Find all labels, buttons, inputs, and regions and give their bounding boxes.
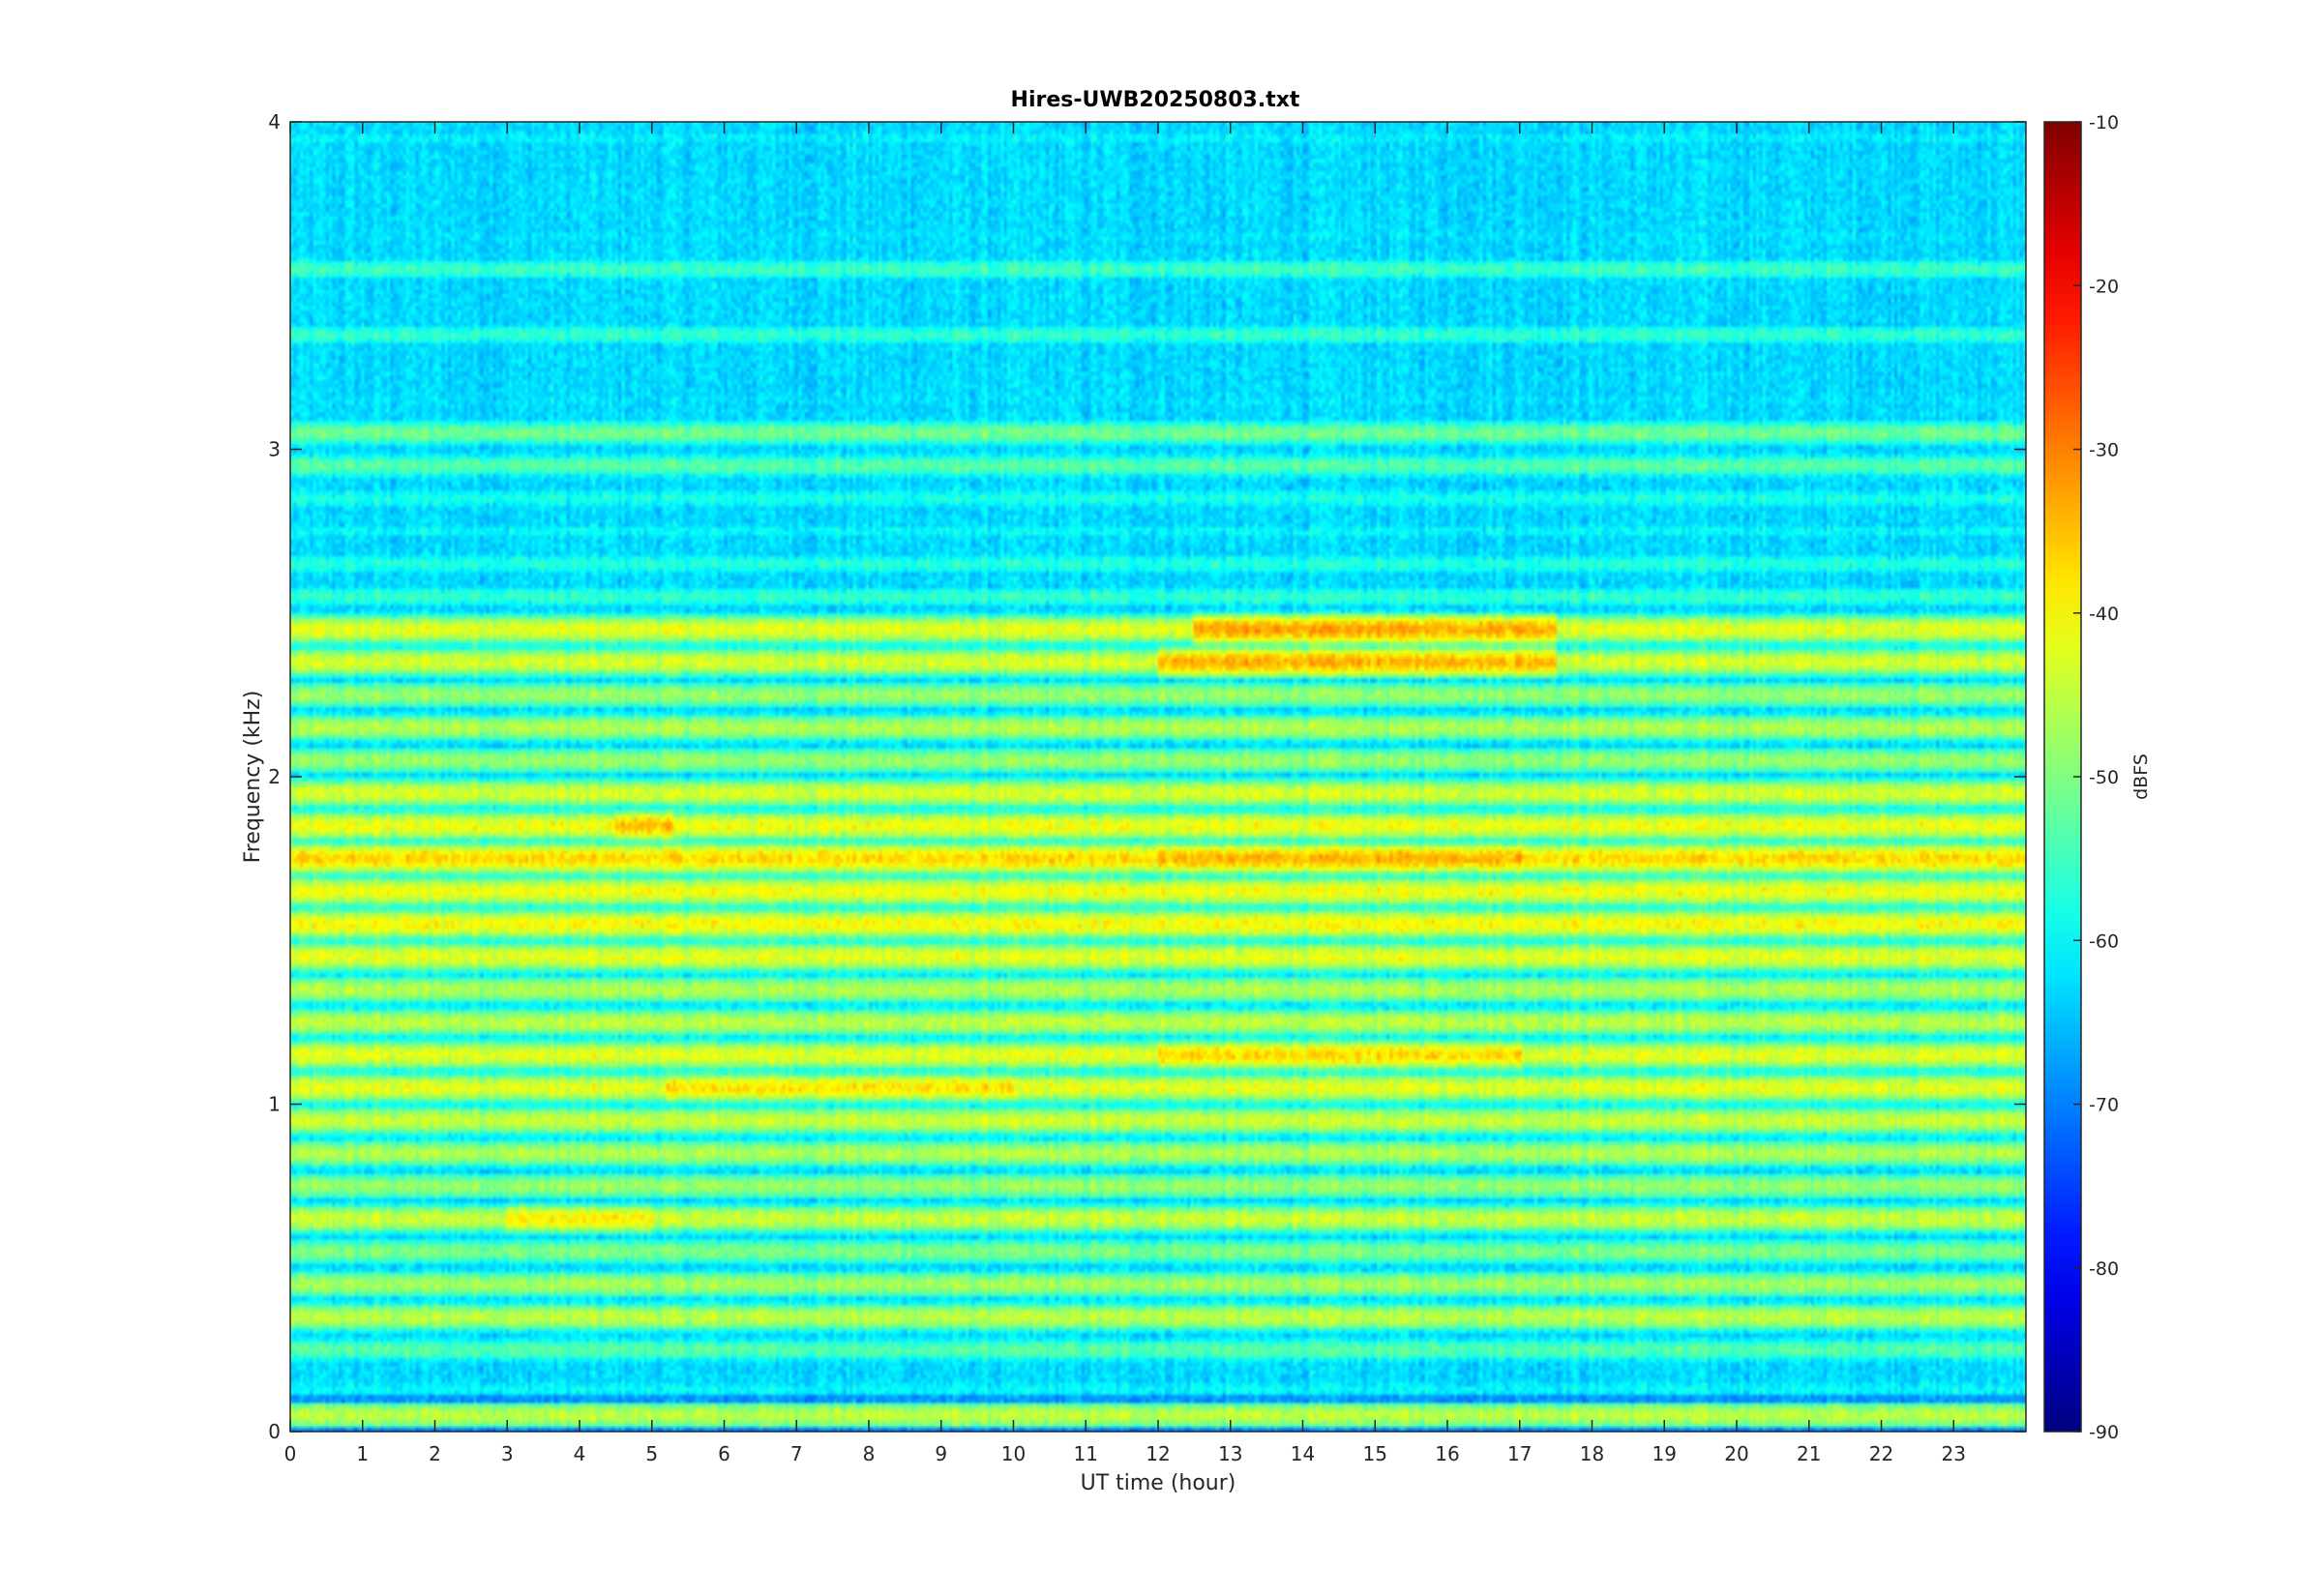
y-axis-label: Frequency (kHz): [241, 691, 265, 864]
x-tick-label: 3: [501, 1442, 514, 1465]
x-tick-label: 20: [1724, 1442, 1748, 1465]
x-tick-label: 4: [574, 1442, 586, 1465]
x-axis: 0 1 2 3 4 5 6 7 8 9 10 11 12 13 14 15 16 17 18 19 20 21 22 23: [284, 122, 1966, 1465]
x-tick-label: 14: [1291, 1442, 1315, 1465]
colorbar-tick-label: -10: [2089, 112, 2119, 133]
x-tick-label: 12: [1146, 1442, 1170, 1465]
x-tick-label: 19: [1652, 1442, 1677, 1465]
x-tick-label: 11: [1074, 1442, 1098, 1465]
y-tick-label: 2: [268, 765, 281, 788]
colorbar-tick-label: -20: [2089, 276, 2119, 297]
y-axis: 0 1 2 3 4: [268, 110, 2026, 1443]
colorbar-tick-label: -70: [2089, 1095, 2119, 1116]
x-tick-label: 0: [284, 1442, 297, 1465]
colorbar-tick-label: -40: [2089, 604, 2119, 625]
x-tick-label: 13: [1218, 1442, 1242, 1465]
colorbar: -90 -80 -70 -60 -50 -40 -30 -20 -10 dBFS: [2043, 112, 2152, 1443]
x-tick-label: 10: [1001, 1442, 1026, 1465]
colorbar-ticks: -90 -80 -70 -60 -50 -40 -30 -20 -10: [2073, 112, 2119, 1443]
x-tick-label: 8: [863, 1442, 876, 1465]
spectrogram-plot-area: [289, 121, 2027, 1433]
x-tick-label: 7: [790, 1442, 803, 1465]
x-tick-label: 17: [1507, 1442, 1532, 1465]
x-tick-label: 6: [718, 1442, 730, 1465]
colorbar-tick-label: -90: [2089, 1422, 2119, 1443]
x-tick-label: 2: [429, 1442, 441, 1465]
x-tick-label: 1: [356, 1442, 369, 1465]
chart-title: Hires-UWB20250803.txt: [1011, 88, 1300, 112]
x-axis-label: UT time (hour): [1081, 1471, 1236, 1495]
x-tick-label: 16: [1435, 1442, 1459, 1465]
colorbar-tick-label: -80: [2089, 1258, 2119, 1280]
x-tick-label: 15: [1363, 1442, 1387, 1465]
colorbar-tick-label: -30: [2089, 440, 2119, 461]
y-tick-label: 0: [268, 1420, 281, 1443]
x-tick-label: 18: [1580, 1442, 1604, 1465]
colorbar-label: dBFS: [2130, 754, 2152, 800]
x-tick-label: 22: [1869, 1442, 1893, 1465]
x-tick-label: 23: [1942, 1442, 1966, 1465]
x-tick-label: 9: [935, 1442, 947, 1465]
x-tick-label: 5: [645, 1442, 658, 1465]
x-tick-label: 21: [1797, 1442, 1821, 1465]
y-tick-label: 1: [268, 1093, 281, 1116]
spectrogram-image: [290, 122, 2026, 1432]
colorbar-tick-label: -60: [2089, 931, 2119, 952]
y-tick-label: 4: [268, 110, 281, 133]
colorbar-tick-label: -50: [2089, 767, 2119, 788]
y-tick-label: 3: [268, 438, 281, 461]
